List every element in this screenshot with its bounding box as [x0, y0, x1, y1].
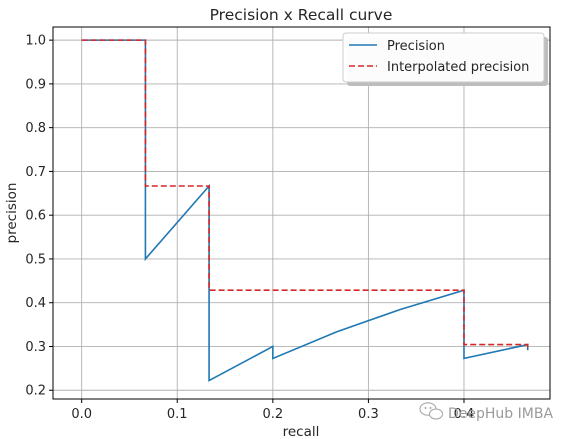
y-tick-label: 0.2 — [25, 384, 46, 399]
wechat-icon — [419, 402, 444, 420]
grid — [53, 27, 550, 399]
y-axis-label: precision — [4, 183, 20, 244]
x-tick-label: 0.3 — [358, 407, 379, 422]
ticks: 0.0 0.1 0.2 0.3 0.4 0.2 0.3 0.4 0.5 0.6 0.7 0.8 0.9 1… — [25, 34, 474, 422]
plot-frame — [52, 26, 551, 400]
x-tick-label: 0.4 — [454, 407, 475, 422]
y-tick-label: 0.4 — [25, 296, 46, 311]
series-line-interpolated-precision — [81, 39, 529, 351]
y-tick-label: 0.8 — [25, 121, 46, 136]
x-tick-label: 0.0 — [71, 407, 92, 422]
x-tick-label: 0.1 — [167, 407, 188, 422]
y-tick-label: 0.6 — [25, 209, 46, 224]
x-tick-label: 0.2 — [262, 407, 283, 422]
legend: Precision Interpolated precision — [342, 32, 548, 86]
y-tick-label: 1.0 — [25, 34, 46, 49]
series-group — [81, 39, 529, 382]
legend-box — [342, 32, 545, 83]
y-tick-label: 0.3 — [25, 340, 46, 355]
y-tick-label: 0.7 — [25, 165, 46, 180]
y-tick-label: 0.9 — [25, 77, 46, 92]
legend-label-interpolated-precision: Interpolated precision — [387, 60, 529, 75]
watermark-text: DeepHub IMBA — [448, 406, 553, 422]
y-tick-label: 0.5 — [25, 252, 46, 267]
x-axis-label: recall — [283, 424, 320, 439]
watermark: DeepHub IMBA — [419, 402, 553, 422]
chart-title: Precision x Recall curve — [210, 6, 393, 24]
legend-label-precision: Precision — [387, 39, 445, 54]
series-line-precision — [81, 39, 529, 382]
